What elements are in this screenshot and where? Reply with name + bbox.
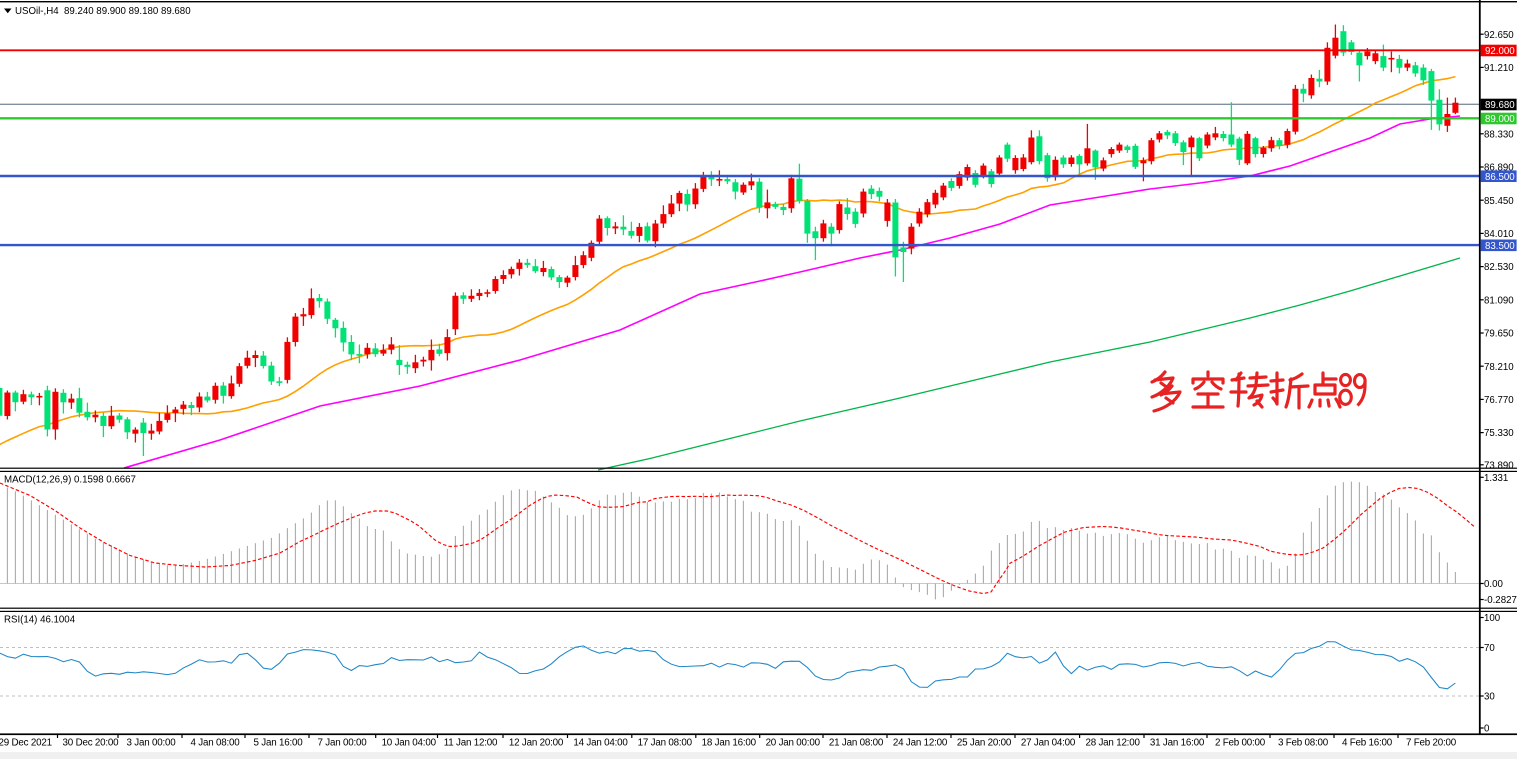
svg-text:75.330: 75.330 — [1484, 428, 1514, 439]
svg-text:1.331: 1.331 — [1484, 473, 1508, 484]
svg-text:78.210: 78.210 — [1484, 362, 1514, 373]
svg-text:25 Jan 20:00: 25 Jan 20:00 — [957, 738, 1012, 749]
svg-text:30: 30 — [1484, 692, 1495, 703]
svg-text:86.500: 86.500 — [1485, 172, 1515, 183]
svg-text:2 Feb 00:00: 2 Feb 00:00 — [1215, 738, 1266, 749]
svg-text:14 Jan 04:00: 14 Jan 04:00 — [573, 738, 628, 749]
svg-text:11 Jan 12:00: 11 Jan 12:00 — [444, 738, 498, 749]
svg-text:12 Jan 20:00: 12 Jan 20:00 — [509, 738, 564, 749]
svg-text:3 Jan 00:00: 3 Jan 00:00 — [126, 738, 176, 749]
svg-text:84.010: 84.010 — [1484, 229, 1514, 240]
svg-text:91.210: 91.210 — [1484, 63, 1514, 74]
svg-text:85.450: 85.450 — [1484, 196, 1514, 207]
svg-text:86.890: 86.890 — [1484, 163, 1514, 174]
svg-text:92.000: 92.000 — [1485, 46, 1515, 57]
svg-text:USOil-,H4 89.240 89.900 89.18: USOil-,H4 89.240 89.900 89.180 89.680 — [15, 6, 191, 17]
svg-text:10 Jan 04:00: 10 Jan 04:00 — [382, 738, 437, 749]
svg-text:92.650: 92.650 — [1484, 30, 1514, 41]
svg-text:79.650: 79.650 — [1484, 329, 1514, 340]
svg-text:-0.2827: -0.2827 — [1484, 595, 1517, 606]
svg-text:100: 100 — [1484, 613, 1501, 624]
svg-text:29 Dec 2021: 29 Dec 2021 — [0, 738, 52, 749]
svg-text:18 Jan 16:00: 18 Jan 16:00 — [702, 738, 757, 749]
svg-text:5 Jan 16:00: 5 Jan 16:00 — [253, 738, 303, 749]
svg-text:24 Jan 12:00: 24 Jan 12:00 — [893, 738, 948, 749]
svg-text:30 Dec 20:00: 30 Dec 20:00 — [63, 738, 120, 749]
svg-text:81.090: 81.090 — [1484, 295, 1514, 306]
svg-text:20 Jan 00:00: 20 Jan 00:00 — [766, 738, 821, 749]
svg-text:27 Jan 04:00: 27 Jan 04:00 — [1021, 738, 1076, 749]
svg-text:3 Feb 08:00: 3 Feb 08:00 — [1278, 738, 1329, 749]
svg-text:0.00: 0.00 — [1484, 579, 1503, 590]
svg-text:4 Feb 16:00: 4 Feb 16:00 — [1342, 738, 1393, 749]
svg-text:7 Jan 00:00: 7 Jan 00:00 — [317, 738, 367, 749]
svg-text:82.530: 82.530 — [1484, 262, 1514, 273]
svg-text:4 Jan 08:00: 4 Jan 08:00 — [190, 738, 240, 749]
svg-text:17 Jan 08:00: 17 Jan 08:00 — [638, 738, 693, 749]
svg-text:28 Jan 12:00: 28 Jan 12:00 — [1085, 738, 1140, 749]
svg-text:MACD(12,26,9) 0.1598 0.6667: MACD(12,26,9) 0.1598 0.6667 — [4, 475, 136, 486]
svg-text:31 Jan 16:00: 31 Jan 16:00 — [1150, 738, 1205, 749]
svg-text:21 Jan 08:00: 21 Jan 08:00 — [829, 738, 884, 749]
svg-text:7 Feb 20:00: 7 Feb 20:00 — [1406, 738, 1457, 749]
svg-text:70: 70 — [1484, 643, 1495, 654]
svg-text:0: 0 — [1484, 724, 1490, 735]
svg-text:88.330: 88.330 — [1484, 129, 1514, 140]
svg-text:89.680: 89.680 — [1485, 100, 1515, 111]
svg-text:76.770: 76.770 — [1484, 395, 1514, 406]
svg-text:RSI(14) 46.1004: RSI(14) 46.1004 — [4, 615, 76, 626]
svg-text:73.890: 73.890 — [1484, 460, 1514, 471]
svg-text:83.500: 83.500 — [1485, 241, 1515, 252]
svg-text:89.000: 89.000 — [1485, 114, 1515, 125]
